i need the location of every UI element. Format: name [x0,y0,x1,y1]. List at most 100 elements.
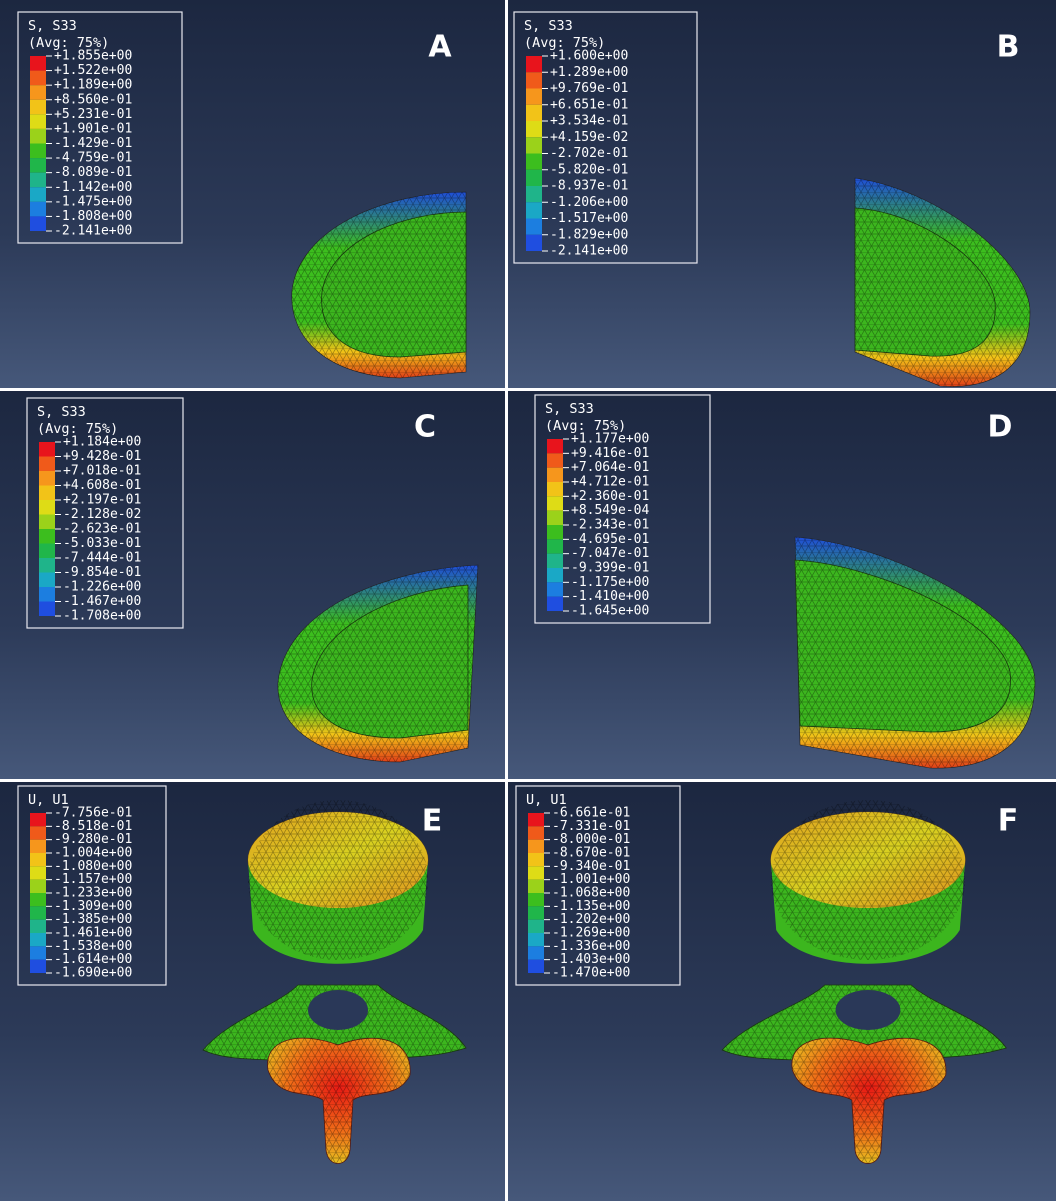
legend-value: -1.690e+00 [54,966,132,981]
panel-letter: F [998,804,1019,839]
legend-swatch [547,511,563,525]
legend-swatch [528,813,544,826]
legend-swatch [526,154,542,170]
legend-value: -1.410e+00 [571,589,649,604]
legend-value: -2.343e-01 [571,518,649,533]
legend-swatch [39,515,55,530]
legend-swatch [30,85,46,100]
legend-swatch [39,486,55,501]
legend-swatch [528,893,544,906]
vertebra-body-mesh [771,800,965,960]
legend-value: -2.623e-01 [63,522,141,537]
legend-swatch [526,170,542,186]
legend-swatch [526,235,542,251]
legend-swatch [528,840,544,853]
panel-letter: B [997,30,1020,65]
panel: S, S33(Avg: 75%)+1.600e+00+1.289e+00+9.7… [508,0,1056,388]
legend-value: -2.702e-01 [550,146,628,161]
legend-value: +4.159e-02 [550,130,628,145]
legend-swatch [39,457,55,472]
legend-value: -8.937e-01 [550,179,628,194]
legend-swatch [30,144,46,159]
legend-swatch [30,202,46,217]
legend-value: -7.444e-01 [63,551,141,566]
panel-letter: C [414,410,436,445]
legend-swatch [30,56,46,71]
panel: S, S33(Avg: 75%)+1.177e+00+9.416e-01+7.0… [508,391,1056,779]
panel-letter: A [428,30,452,65]
legend-swatch [526,121,542,137]
legend-swatch [528,906,544,919]
legend-value: +4.712e-01 [571,475,649,490]
legend-swatch [39,471,55,486]
legend-value: +8.549e-04 [571,503,649,518]
legend-title: S, S33 [37,404,86,420]
legend-swatch [30,880,46,893]
legend-value: +4.608e-01 [63,478,141,493]
legend-swatch [30,866,46,879]
legend-value: -1.829e+00 [550,227,628,242]
legend-value: +1.189e+00 [54,78,132,93]
legend-value: -1.517e+00 [550,211,628,226]
legend-value: -5.820e-01 [550,162,628,177]
legend-swatch [39,587,55,602]
legend-swatch [547,453,563,467]
legend-value: -4.759e-01 [54,151,132,166]
legend-swatch [30,173,46,188]
legend-value: +1.855e+00 [54,49,132,64]
legend-value: -1.808e+00 [54,209,132,224]
figure: S, S33(Avg: 75%)+1.855e+00+1.522e+00+1.1… [0,0,1056,1201]
legend-value: -1.645e+00 [571,604,649,619]
legend-swatch [547,439,563,453]
legend-title: S, S33 [545,401,594,417]
legend-swatch [528,920,544,933]
legend-value: +1.600e+00 [550,49,628,64]
legend-value: +9.428e-01 [63,449,141,464]
legend-swatch [526,89,542,105]
legend-value: -1.475e+00 [54,194,132,209]
vertebral-foramen [836,990,901,1030]
legend-value: +7.018e-01 [63,464,141,479]
legend-swatch [30,114,46,129]
legend-swatch [547,539,563,553]
legend-value: -1.206e+00 [550,195,628,210]
legend-swatch [526,186,542,202]
legend-swatch [547,582,563,596]
legend-swatch [528,960,544,973]
legend-swatch [39,602,55,617]
legend-swatch [30,853,46,866]
legend-value: -2.141e+00 [54,224,132,239]
legend-value: -8.089e-01 [54,165,132,180]
legend-swatch [528,880,544,893]
legend-value: -1.470e+00 [552,966,630,981]
legend-value: -1.708e+00 [63,609,141,624]
panel: U, U1-6.661e-01-7.331e-01-8.000e-01-8.67… [508,782,1056,1201]
legend-swatch [30,100,46,115]
panel: U, U1-7.756e-01-8.518e-01-9.280e-01-1.00… [0,782,505,1201]
panel: S, S33(Avg: 75%)+1.184e+00+9.428e-01+7.0… [0,391,505,779]
legend-swatch [39,442,55,457]
legend-swatch [30,71,46,86]
legend-swatch [526,219,542,235]
legend-value: -9.854e-01 [63,565,141,580]
legend-value: +3.534e-01 [550,114,628,129]
legend-value: +5.231e-01 [54,107,132,122]
legend-value: -5.033e-01 [63,536,141,551]
legend-value: -1.226e+00 [63,580,141,595]
legend-value: +1.177e+00 [571,432,649,447]
legend-swatch [526,202,542,218]
legend-value: -1.467e+00 [63,594,141,609]
legend-swatch [528,866,544,879]
legend-swatch [30,813,46,826]
legend-swatch [526,137,542,153]
panel-letter: D [988,410,1013,445]
legend-swatch [30,933,46,946]
legend-value: +6.651e-01 [550,97,628,112]
legend-value: +9.769e-01 [550,81,628,96]
legend-swatch [30,187,46,202]
legend-value: -7.047e-01 [571,546,649,561]
legend-value: +9.416e-01 [571,446,649,461]
legend-value: -2.128e-02 [63,507,141,522]
legend-value: +7.064e-01 [571,460,649,475]
legend-value: +1.901e-01 [54,121,132,136]
